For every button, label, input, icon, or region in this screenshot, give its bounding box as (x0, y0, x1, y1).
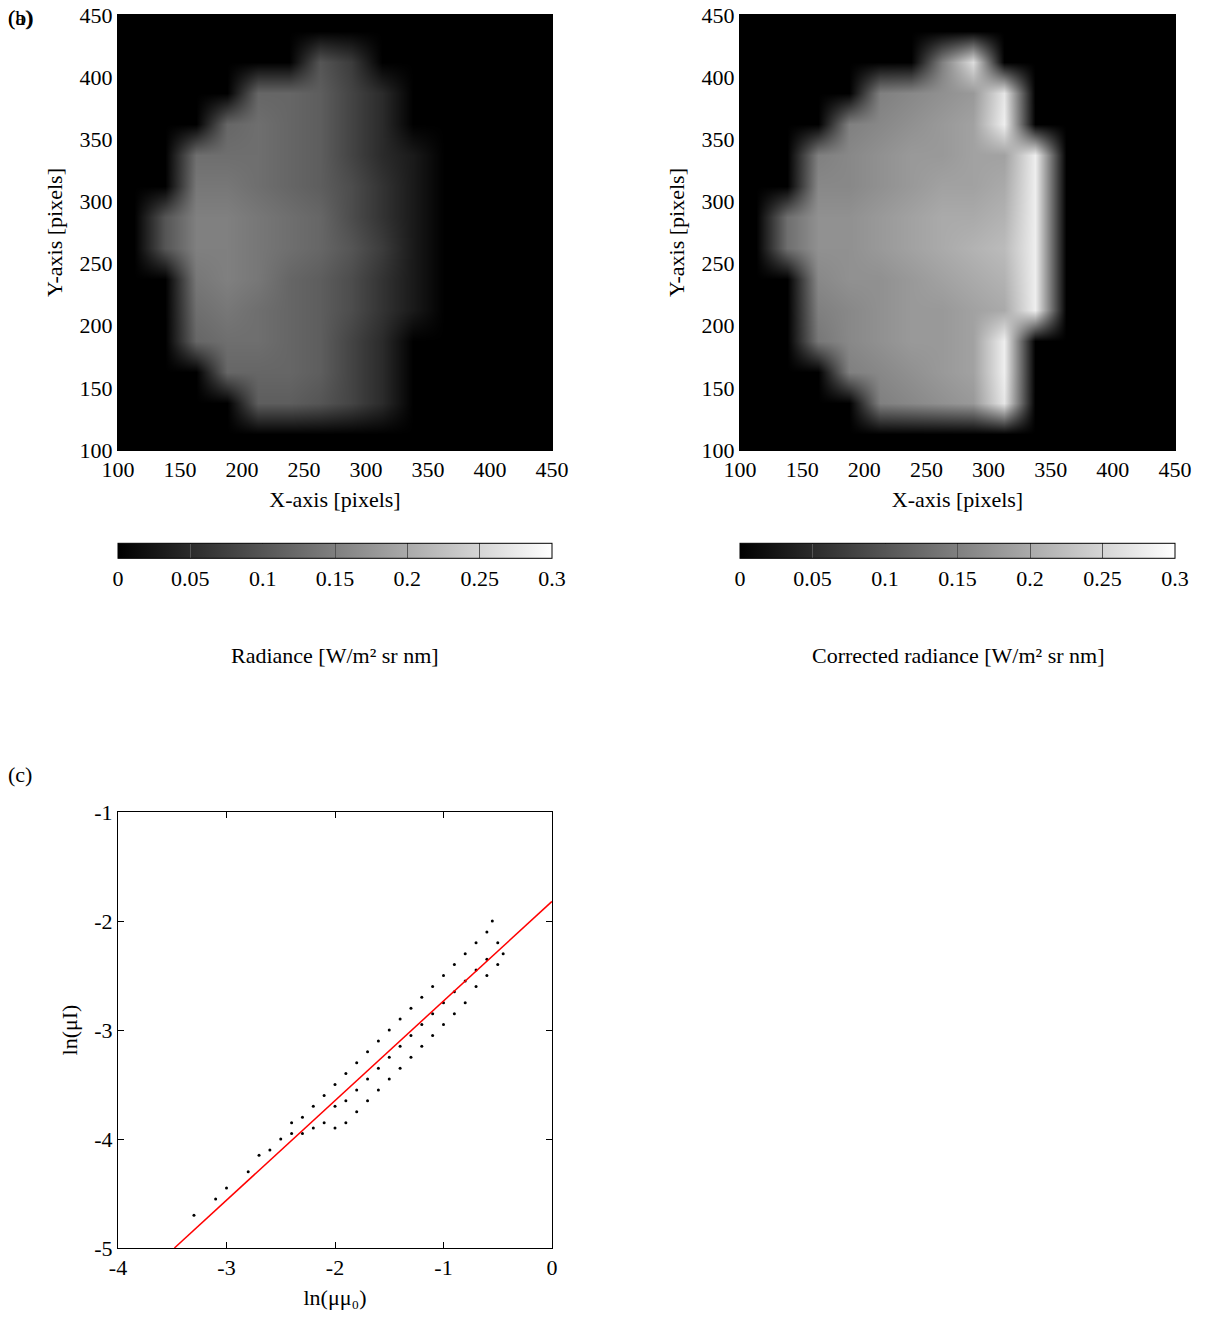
svg-text:-3: -3 (94, 1018, 112, 1043)
svg-text:300: 300 (80, 189, 113, 214)
svg-text:300: 300 (350, 457, 383, 482)
svg-text:-2: -2 (94, 909, 112, 934)
svg-text:Y-axis [pixels]: Y-axis [pixels] (42, 168, 67, 297)
svg-text:250: 250 (910, 457, 943, 482)
svg-text:150: 150 (702, 376, 735, 401)
svg-text:0.15: 0.15 (938, 566, 977, 591)
svg-text:0.25: 0.25 (1083, 566, 1122, 591)
svg-text:0.2: 0.2 (1016, 566, 1044, 591)
svg-text:0.3: 0.3 (1161, 566, 1189, 591)
svg-text:0: 0 (547, 1255, 558, 1280)
svg-text:400: 400 (474, 457, 507, 482)
svg-text:0: 0 (735, 566, 746, 591)
svg-text:250: 250 (288, 457, 321, 482)
svg-text:250: 250 (702, 251, 735, 276)
svg-text:300: 300 (972, 457, 1005, 482)
svg-text:100: 100 (80, 438, 113, 463)
svg-text:150: 150 (786, 457, 819, 482)
svg-text:150: 150 (164, 457, 197, 482)
svg-text:0.15: 0.15 (316, 566, 355, 591)
svg-text:X-axis [pixels]: X-axis [pixels] (892, 487, 1023, 512)
svg-text:350: 350 (1034, 457, 1067, 482)
svg-text:0.3: 0.3 (538, 566, 566, 591)
svg-text:-4: -4 (94, 1127, 112, 1152)
svg-text:350: 350 (412, 457, 445, 482)
svg-text:450: 450 (702, 3, 735, 28)
svg-text:450: 450 (80, 3, 113, 28)
svg-text:ln(μI): ln(μI) (57, 1005, 82, 1056)
svg-text:400: 400 (80, 65, 113, 90)
svg-text:100: 100 (102, 457, 135, 482)
svg-text:350: 350 (702, 127, 735, 152)
svg-text:450: 450 (536, 457, 569, 482)
svg-text:150: 150 (80, 376, 113, 401)
svg-text:0.1: 0.1 (249, 566, 277, 591)
svg-text:-1: -1 (94, 800, 112, 825)
svg-text:-5: -5 (94, 1236, 112, 1261)
svg-text:Y-axis [pixels]: Y-axis [pixels] (664, 168, 689, 297)
svg-text:200: 200 (80, 313, 113, 338)
svg-text:200: 200 (848, 457, 881, 482)
svg-text:(c): (c) (8, 762, 32, 787)
svg-text:200: 200 (226, 457, 259, 482)
svg-text:0.1: 0.1 (871, 566, 899, 591)
svg-text:0: 0 (113, 566, 124, 591)
svg-text:-2: -2 (326, 1255, 344, 1280)
svg-text:0.2: 0.2 (394, 566, 422, 591)
svg-text:100: 100 (702, 438, 735, 463)
svg-text:Corrected radiance [W/m² sr nm: Corrected radiance [W/m² sr nm] (812, 643, 1104, 668)
svg-text:X-axis [pixels]: X-axis [pixels] (269, 487, 400, 512)
svg-text:-4: -4 (109, 1255, 127, 1280)
svg-text:0.05: 0.05 (793, 566, 832, 591)
svg-text:(a): (a) (8, 5, 32, 30)
svg-text:350: 350 (80, 127, 113, 152)
svg-text:400: 400 (702, 65, 735, 90)
svg-text:0.05: 0.05 (171, 566, 210, 591)
svg-text:450: 450 (1159, 457, 1192, 482)
svg-text:Radiance [W/m² sr nm]: Radiance [W/m² sr nm] (231, 643, 439, 668)
svg-text:400: 400 (1096, 457, 1129, 482)
svg-text:0.25: 0.25 (460, 566, 499, 591)
svg-text:-1: -1 (434, 1255, 452, 1280)
svg-text:300: 300 (702, 189, 735, 214)
svg-text:200: 200 (702, 313, 735, 338)
svg-text:ln(μμ₀): ln(μμ₀) (303, 1285, 366, 1310)
svg-text:250: 250 (80, 251, 113, 276)
svg-text:(b): (b) (8, 5, 34, 30)
svg-text:-3: -3 (217, 1255, 235, 1280)
svg-text:100: 100 (724, 457, 757, 482)
